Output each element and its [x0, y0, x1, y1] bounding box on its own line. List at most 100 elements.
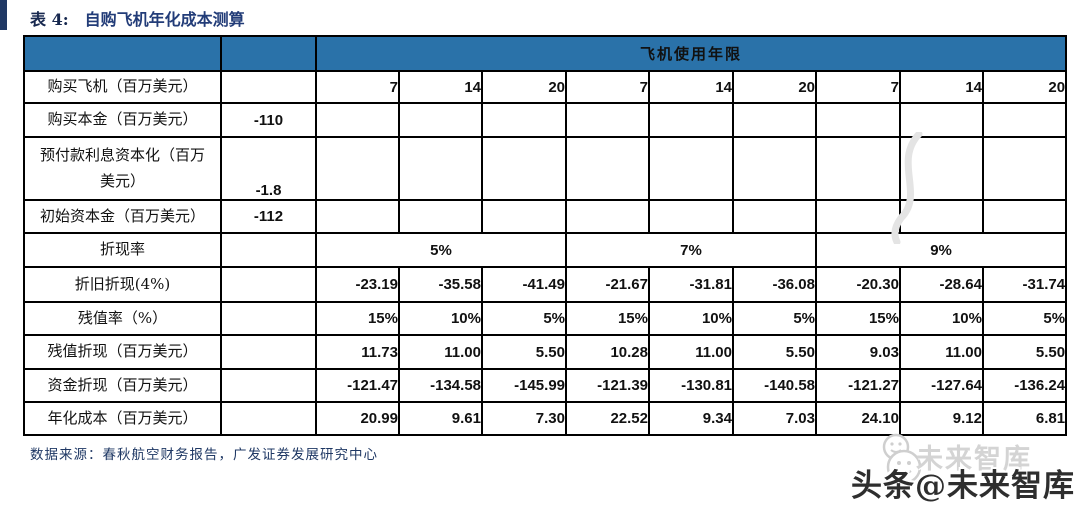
row-label-cell: 折现率 — [23, 232, 222, 268]
data-cell: -127.64 — [899, 368, 984, 403]
data-cell — [481, 199, 567, 234]
data-cell: 5.50 — [981, 334, 1068, 370]
row-label-cell: 残值折现（百万美元） — [23, 334, 222, 370]
data-cell: -130.81 — [648, 368, 734, 403]
value-cell — [220, 301, 317, 336]
data-cell: 20 — [481, 70, 567, 104]
data-cell — [398, 102, 483, 138]
discount-rate-cell: 5% — [315, 232, 567, 268]
row-label-cell: 折旧折现(4%) — [23, 266, 222, 303]
data-cell — [732, 102, 817, 138]
data-cell — [481, 102, 567, 138]
data-cell: 7.30 — [481, 401, 567, 436]
value-cell — [220, 334, 317, 370]
data-cell: 11.73 — [315, 334, 400, 370]
discount-rate-cell: 9% — [814, 232, 1068, 268]
table-title-text: 自购飞机年化成本测算 — [84, 10, 245, 29]
ghost-watermark-text: 未来智库 — [916, 444, 1032, 475]
data-cell: 7.03 — [732, 401, 817, 436]
page-title: 表 4: 自购飞机年化成本测算 — [30, 6, 245, 30]
data-cell: 9.03 — [815, 334, 901, 370]
data-cell: 5.50 — [481, 334, 567, 370]
data-cell — [648, 136, 734, 201]
value-cell — [220, 368, 317, 403]
row-label-cell: 购买飞机（百万美元） — [23, 70, 222, 104]
value-cell — [220, 232, 317, 268]
data-cell: 14 — [398, 70, 483, 104]
value-cell: -112 — [220, 199, 317, 234]
table-row-discount-rate: 折现率 5% 7% 9% — [23, 232, 1068, 268]
data-cell: 10% — [648, 301, 734, 336]
data-cell — [899, 136, 984, 201]
data-cell — [315, 102, 400, 138]
data-cell — [648, 199, 734, 234]
data-cell — [481, 136, 567, 201]
value-cell — [220, 70, 317, 104]
data-cell: -23.19 — [315, 266, 400, 303]
data-cell — [899, 199, 984, 234]
data-cell: -121.27 — [815, 368, 901, 403]
data-cell: -145.99 — [481, 368, 567, 403]
data-cell — [981, 136, 1068, 201]
data-cell — [315, 199, 400, 234]
data-cell: -31.81 — [648, 266, 734, 303]
data-cell: 7 — [565, 70, 650, 104]
data-cell: -121.39 — [565, 368, 650, 403]
header-label-cell — [23, 35, 222, 72]
value-cell — [220, 401, 317, 436]
table-row: 初始资本金（百万美元） -112 — [23, 199, 1068, 234]
data-cell: 15% — [315, 301, 400, 336]
data-cell: 7 — [815, 70, 901, 104]
data-cell: -134.58 — [398, 368, 483, 403]
data-cell: 5% — [732, 301, 817, 336]
data-cell — [815, 136, 901, 201]
row-label-cell: 预付款利息资本化（百万 美元） — [23, 136, 222, 201]
value-cell — [220, 266, 317, 303]
data-cell: 5% — [481, 301, 567, 336]
data-cell — [815, 102, 901, 138]
data-cell: 7 — [315, 70, 400, 104]
row-label-cell: 购买本金（百万美元） — [23, 102, 222, 138]
watermark-text: 头条@未来智库 — [851, 468, 1075, 504]
row-label-cell: 初始资本金（百万美元） — [23, 199, 222, 234]
data-cell — [732, 136, 817, 201]
row-label-cell: 残值率（%） — [23, 301, 222, 336]
data-cell: 24.10 — [815, 401, 901, 436]
data-cell: -28.64 — [899, 266, 984, 303]
data-cell — [815, 199, 901, 234]
source-note: 数据来源：春秋航空财务报告，广发证券发展研究中心 — [30, 447, 378, 463]
cost-table: 飞机使用年限 购买飞机（百万美元） 7 14 20 7 14 20 7 14 2… — [23, 35, 1068, 436]
table-row: 残值折现（百万美元） 11.73 11.00 5.50 10.28 11.00 … — [23, 334, 1068, 370]
data-cell: 10.28 — [565, 334, 650, 370]
data-cell: 22.52 — [565, 401, 650, 436]
discount-rate-cell: 7% — [565, 232, 817, 268]
data-cell: -36.08 — [732, 266, 817, 303]
data-cell: 14 — [648, 70, 734, 104]
data-cell: 15% — [815, 301, 901, 336]
data-cell — [398, 136, 483, 201]
table-row: 折旧折现(4%) -23.19 -35.58 -41.49 -21.67 -31… — [23, 266, 1068, 303]
data-cell: -140.58 — [732, 368, 817, 403]
row-label-cell: 资金折现（百万美元） — [23, 368, 222, 403]
data-cell: 9.34 — [648, 401, 734, 436]
data-cell: 9.12 — [899, 401, 984, 436]
data-cell: 20.99 — [315, 401, 400, 436]
table-row: 年化成本（百万美元） 20.99 9.61 7.30 22.52 9.34 7.… — [23, 401, 1068, 436]
data-cell: 14 — [899, 70, 984, 104]
data-cell: 20 — [732, 70, 817, 104]
data-cell: 5% — [981, 301, 1068, 336]
table-row: 购买飞机（百万美元） 7 14 20 7 14 20 7 14 20 — [23, 70, 1068, 104]
data-cell — [565, 136, 650, 201]
data-cell: 6.81 — [981, 401, 1068, 436]
wechat-smiley-icon — [882, 433, 922, 485]
table-row: 资金折现（百万美元） -121.47 -134.58 -145.99 -121.… — [23, 368, 1068, 403]
data-cell: 10% — [899, 301, 984, 336]
data-cell: 9.61 — [398, 401, 483, 436]
group-header-cell: 飞机使用年限 — [314, 35, 1068, 72]
table-row: 预付款利息资本化（百万 美元） -1.8 — [23, 136, 1068, 201]
data-cell — [981, 199, 1068, 234]
data-cell — [899, 102, 984, 138]
data-cell: -136.24 — [981, 368, 1068, 403]
data-cell — [315, 136, 400, 201]
